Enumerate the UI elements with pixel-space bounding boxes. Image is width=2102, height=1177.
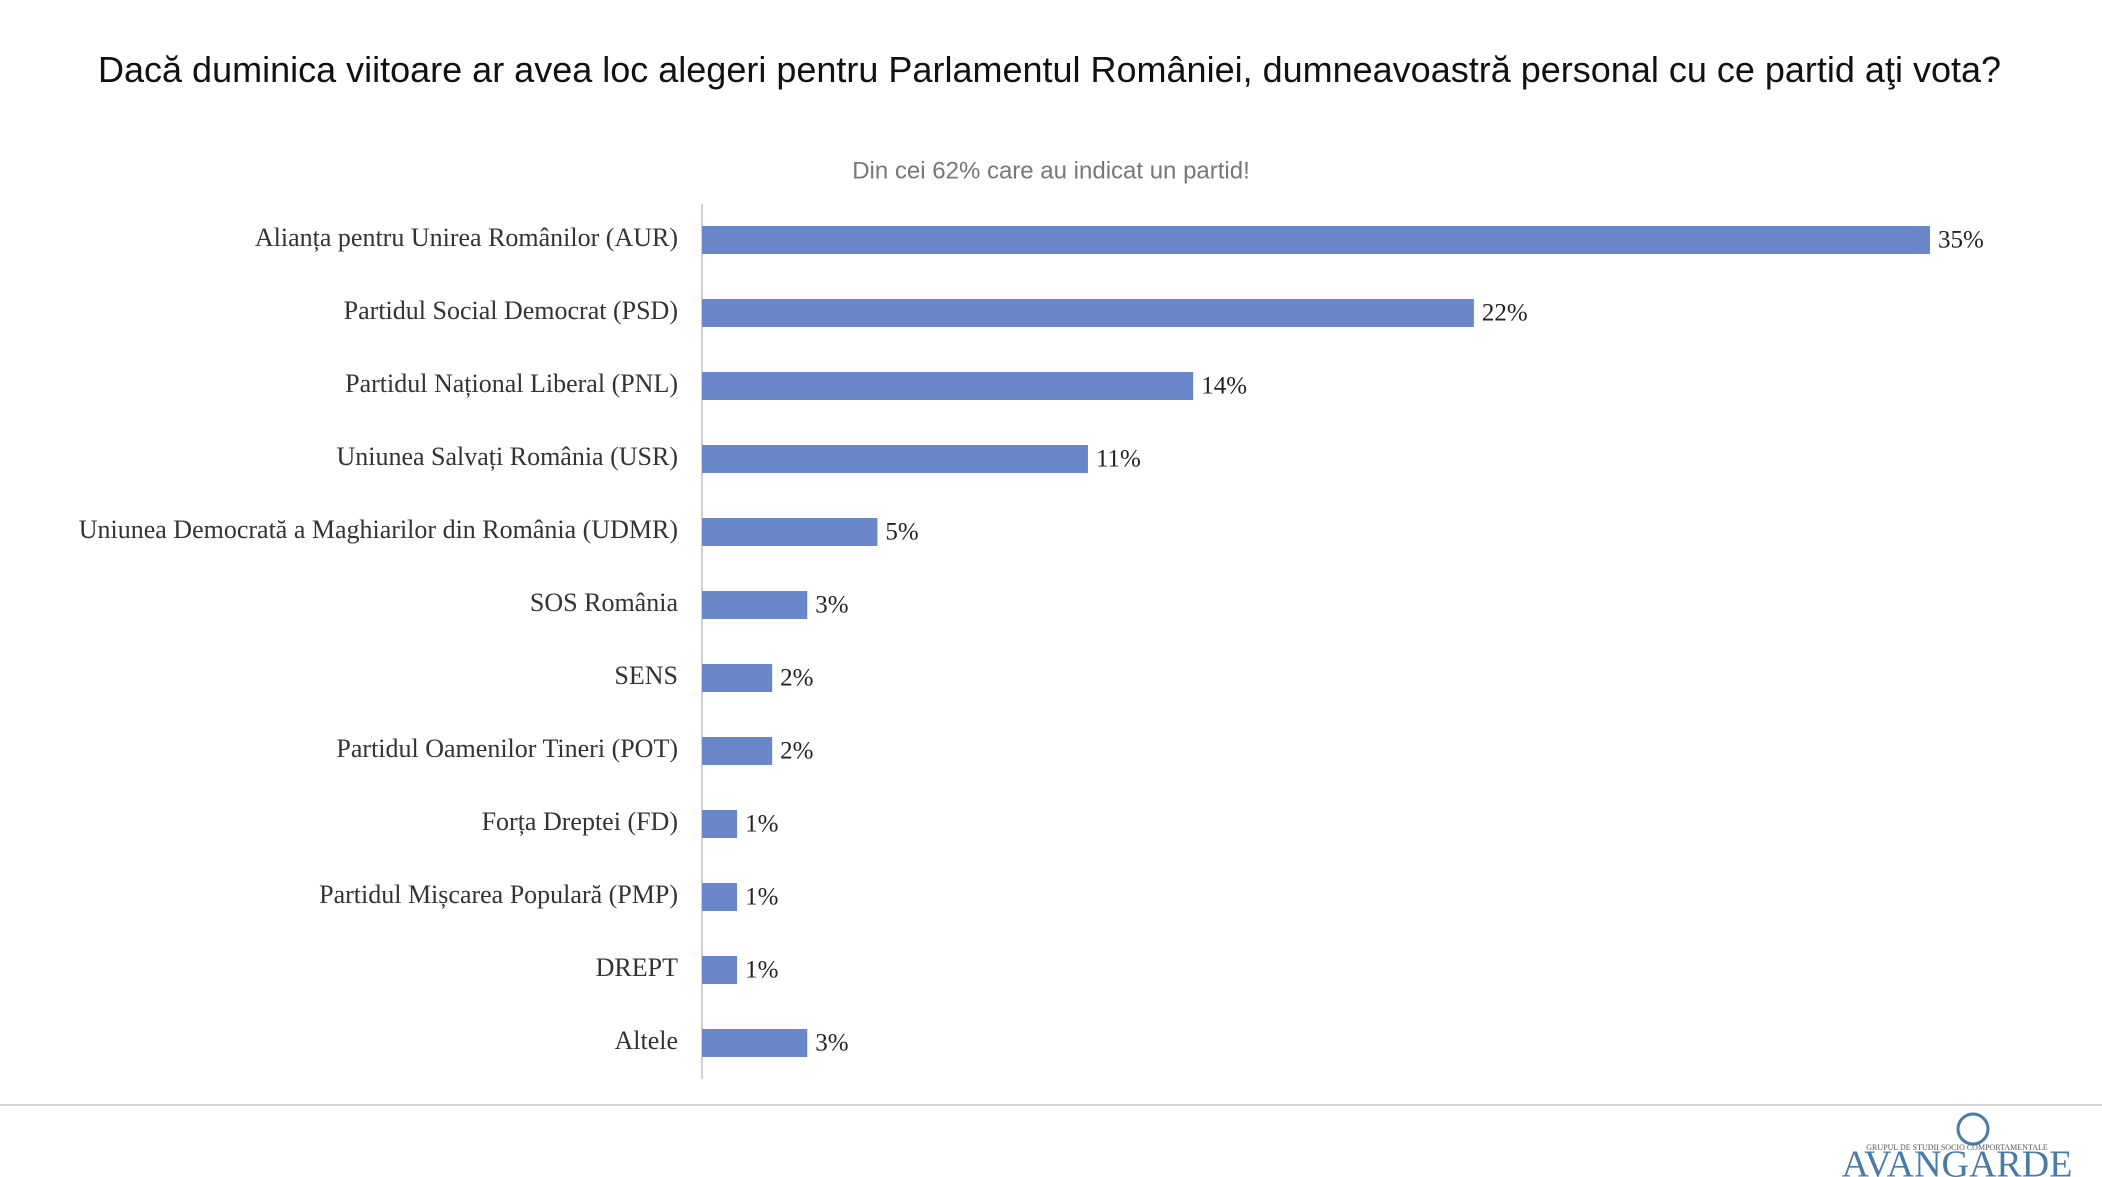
data-label: 22%	[1482, 300, 1528, 327]
category-label: Forța Dreptei (FD)	[482, 807, 678, 836]
logo-tagline: GRUPUL DE STUDII SOCIO COMPORTAMENTALE	[1866, 1143, 2048, 1152]
bar	[702, 956, 738, 984]
data-label: 11%	[1096, 446, 1141, 473]
data-label: 3%	[815, 1030, 848, 1057]
category-label: SENS	[614, 661, 678, 690]
category-label: Partidul Național Liberal (PNL)	[345, 369, 678, 398]
data-label: 2%	[780, 738, 813, 765]
bar	[702, 883, 738, 911]
category-label: Partidul Oamenilor Tineri (POT)	[336, 734, 678, 763]
data-label: 14%	[1201, 373, 1247, 400]
category-label: DREPT	[596, 953, 678, 982]
data-label: 5%	[885, 519, 918, 546]
bar	[702, 372, 1194, 400]
bar	[702, 226, 1930, 254]
data-label: 3%	[815, 592, 848, 619]
category-label: Partidul Social Democrat (PSD)	[344, 296, 678, 325]
category-label: Uniunea Democrată a Maghiarilor din Româ…	[79, 515, 678, 544]
bar	[702, 1029, 808, 1057]
data-label: 2%	[780, 665, 813, 692]
bar	[702, 518, 878, 546]
category-label: Partidul Mișcarea Populară (PMP)	[319, 880, 678, 909]
chart-subtitle: Din cei 62% care au indicat un partid!	[852, 157, 1250, 184]
bar	[702, 445, 1088, 473]
chart-title: Dacă duminica viitoare ar avea loc alege…	[98, 49, 2002, 90]
data-label: 35%	[1938, 227, 1984, 254]
category-label: Alianța pentru Unirea Românilor (AUR)	[255, 223, 678, 252]
category-label: SOS România	[530, 588, 679, 617]
bar	[702, 737, 773, 765]
category-label: Uniunea Salvați România (USR)	[336, 442, 678, 471]
data-label: 1%	[745, 811, 778, 838]
category-label: Altele	[614, 1026, 678, 1055]
bar	[702, 299, 1474, 327]
logo: AVANGARDE	[1842, 1144, 2073, 1177]
data-label: 1%	[745, 957, 778, 984]
bar	[702, 591, 808, 619]
logo-icon	[1956, 1112, 1990, 1146]
data-label: 1%	[745, 884, 778, 911]
bar	[702, 810, 738, 838]
bar	[702, 664, 773, 692]
